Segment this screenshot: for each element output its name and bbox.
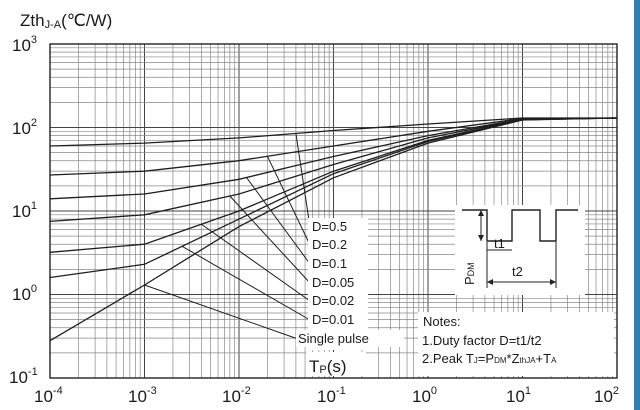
legend-item: D=0.05 — [312, 275, 354, 290]
legend-leader-line — [201, 223, 311, 302]
legend-leaders — [144, 133, 311, 340]
y-tick-label: 103 — [12, 34, 37, 55]
t2-arrow-left — [487, 279, 493, 285]
single-pulse-background — [296, 330, 404, 347]
legend-background — [308, 218, 368, 350]
x-tick-label: 10-1 — [317, 385, 346, 406]
t2-arrow-right — [550, 279, 556, 285]
pdm-arrow-bottom — [478, 235, 484, 241]
legend-leader-line — [229, 195, 311, 284]
y-tick-label: 101 — [12, 200, 37, 221]
notes-background — [418, 312, 614, 376]
x-tick-label: 102 — [594, 385, 619, 406]
legend-item: D=0.02 — [312, 293, 354, 308]
legend-item: D=0.2 — [312, 237, 347, 252]
notes-title: Notes: — [423, 314, 461, 329]
x-tick-label: 101 — [506, 385, 531, 406]
legend-item: D=0.1 — [312, 256, 347, 271]
pulse-inset: t1 t2 PDM — [455, 205, 585, 295]
notes: Notes: 1.Duty factor D=t1/t2 2.Peak TJ=P… — [418, 312, 614, 376]
legend: D=0.5 D=0.2 D=0.1 D=0.05 D=0.02 D=0.01 — [312, 219, 354, 327]
legend-leader-line — [181, 245, 311, 321]
x-tick-labels: 10-4 10-3 10-2 10-1 100 101 102 — [34, 385, 619, 406]
notes-line-1: 1.Duty factor D=t1/t2 — [422, 333, 542, 348]
y-axis-label-sub: J-A — [45, 19, 62, 31]
inset-background — [455, 205, 585, 295]
pdm-label: PDM — [462, 262, 477, 285]
y-axis-label: ZthJ-A(℃/W) — [20, 11, 112, 31]
pdm-arrow-top — [478, 210, 484, 216]
x-tick-label: 100 — [412, 385, 437, 406]
legend-item: D=0.01 — [312, 312, 354, 327]
legend-leader-line — [295, 133, 311, 228]
legend-leader-line — [246, 177, 311, 265]
pulse-waveform — [462, 209, 578, 242]
x-axis-label-background — [306, 352, 366, 376]
legend-item: D=0.5 — [312, 219, 347, 234]
legend-leader-line — [266, 156, 311, 246]
y-tick-label: 100 — [12, 283, 37, 304]
x-tick-label: 10-3 — [128, 385, 157, 406]
legend-item-single-pulse: Single pulse — [298, 331, 369, 346]
legend-leader-line — [144, 284, 299, 340]
y-tick-label: 10-1 — [9, 366, 38, 387]
notes-line-2: 2.Peak TJ=PDM*ZthJA+TA — [422, 351, 557, 366]
x-axis-label-unit: (s) — [327, 357, 347, 376]
x-tick-label: 10-4 — [34, 385, 63, 406]
x-axis-label: TP(s) — [309, 357, 347, 376]
y-tick-label: 102 — [12, 117, 37, 138]
window-edge — [634, 0, 640, 410]
y-axis-label-main: Zth — [20, 11, 45, 30]
x-axis-label-sub: P — [319, 364, 326, 376]
plot-border — [49, 43, 618, 379]
x-axis-label-main: T — [309, 357, 319, 376]
t1-label: t1 — [494, 236, 505, 251]
t2-label: t2 — [512, 264, 523, 279]
y-axis-label-unit: (℃/W) — [61, 11, 112, 30]
y-tick-labels: 10-1 100 101 102 103 — [9, 34, 38, 387]
x-tick-label: 10-2 — [222, 385, 251, 406]
